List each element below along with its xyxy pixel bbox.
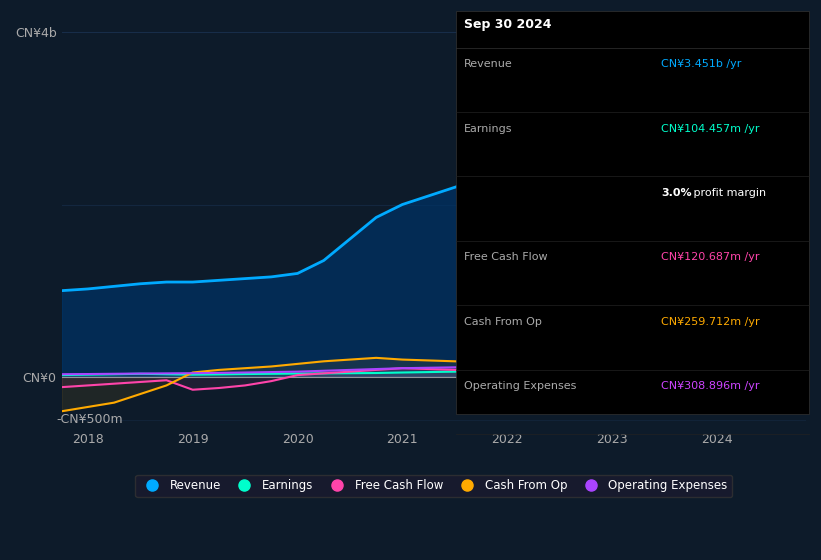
Text: CN¥259.712m /yr: CN¥259.712m /yr	[661, 317, 759, 327]
Text: Cash From Op: Cash From Op	[464, 317, 542, 327]
Text: Free Cash Flow: Free Cash Flow	[464, 253, 548, 263]
Text: CN¥120.687m /yr: CN¥120.687m /yr	[661, 253, 759, 263]
Text: profit margin: profit margin	[690, 188, 766, 198]
Text: Earnings: Earnings	[464, 124, 512, 134]
Text: 3.0%: 3.0%	[661, 188, 691, 198]
Text: Revenue: Revenue	[464, 59, 512, 69]
Text: CN¥308.896m /yr: CN¥308.896m /yr	[661, 381, 759, 391]
Text: -CN¥500m: -CN¥500m	[57, 413, 123, 426]
Text: CN¥3.451b /yr: CN¥3.451b /yr	[661, 59, 741, 69]
Text: Operating Expenses: Operating Expenses	[464, 381, 576, 391]
Text: CN¥104.457m /yr: CN¥104.457m /yr	[661, 124, 759, 134]
Text: Sep 30 2024: Sep 30 2024	[464, 18, 552, 31]
Legend: Revenue, Earnings, Free Cash Flow, Cash From Op, Operating Expenses: Revenue, Earnings, Free Cash Flow, Cash …	[135, 474, 732, 497]
